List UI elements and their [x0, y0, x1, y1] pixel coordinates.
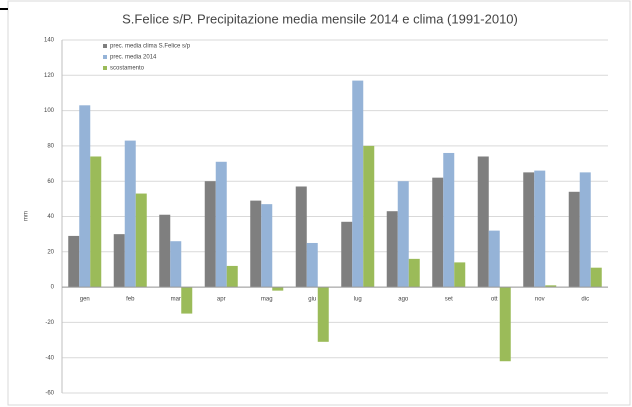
bar	[159, 214, 171, 288]
legend-label: prec. media clima S.Felice s/p	[110, 44, 191, 50]
y-tick-label: -40	[45, 355, 54, 361]
x-tick-label: lug	[354, 297, 362, 303]
bar	[306, 242, 318, 288]
bar	[124, 140, 136, 288]
bar	[499, 287, 511, 362]
bar	[363, 145, 375, 288]
x-tick-label: ago	[398, 297, 409, 303]
bar	[79, 105, 91, 288]
bar	[545, 285, 557, 288]
bar	[272, 287, 284, 291]
y-tick-label: 40	[47, 214, 54, 220]
x-tick-label: ott	[491, 297, 498, 303]
bar	[488, 230, 500, 288]
y-tick-label: 80	[47, 143, 54, 149]
x-tick-label: dic	[581, 297, 589, 303]
bar	[250, 200, 262, 288]
legend-swatch	[103, 44, 107, 48]
bar	[90, 156, 102, 288]
bar	[590, 267, 602, 288]
bar	[341, 221, 353, 288]
x-tick-label: giu	[308, 297, 316, 303]
bar	[397, 181, 409, 288]
x-tick-label: set	[445, 297, 453, 303]
bar	[443, 152, 455, 288]
x-tick-label: apr	[217, 297, 226, 303]
x-tick-label: nov	[535, 297, 545, 303]
y-tick-label: 20	[47, 249, 54, 255]
chart-title: S.Felice s/P. Precipitazione media mensi…	[122, 11, 518, 26]
bar	[68, 235, 80, 288]
bar	[534, 170, 546, 288]
y-tick-label: -60	[45, 391, 54, 397]
legend-swatch	[103, 66, 107, 70]
bar	[181, 287, 193, 314]
bar	[579, 172, 591, 288]
x-tick-label: mar	[171, 297, 181, 303]
bar	[204, 181, 216, 288]
bar	[386, 211, 398, 288]
bar	[352, 80, 364, 288]
bar	[477, 156, 489, 288]
bar	[215, 161, 227, 288]
bar	[432, 177, 444, 288]
y-tick-label: 100	[44, 108, 55, 114]
bar	[568, 191, 580, 288]
bar	[408, 258, 420, 288]
y-tick-label: 120	[44, 73, 55, 79]
bar	[170, 241, 182, 288]
legend-label: prec. media 2014	[110, 55, 157, 61]
y-tick-label: 60	[47, 179, 54, 185]
y-tick-label: -20	[45, 320, 54, 326]
y-tick-label: 140	[44, 38, 55, 44]
y-tick-label: 0	[51, 285, 55, 291]
bar	[135, 193, 147, 288]
bar	[261, 204, 273, 288]
x-tick-label: feb	[126, 297, 135, 303]
bar	[295, 186, 307, 288]
bar	[317, 287, 329, 342]
bar	[226, 265, 238, 288]
bar	[113, 234, 125, 288]
bar	[454, 262, 466, 288]
bar	[523, 172, 535, 288]
y-axis-label: mm	[24, 211, 30, 221]
legend-swatch	[103, 55, 107, 59]
legend-label: scostamento	[110, 66, 145, 72]
x-tick-label: mag	[261, 297, 273, 303]
x-tick-label: gen	[80, 297, 90, 303]
